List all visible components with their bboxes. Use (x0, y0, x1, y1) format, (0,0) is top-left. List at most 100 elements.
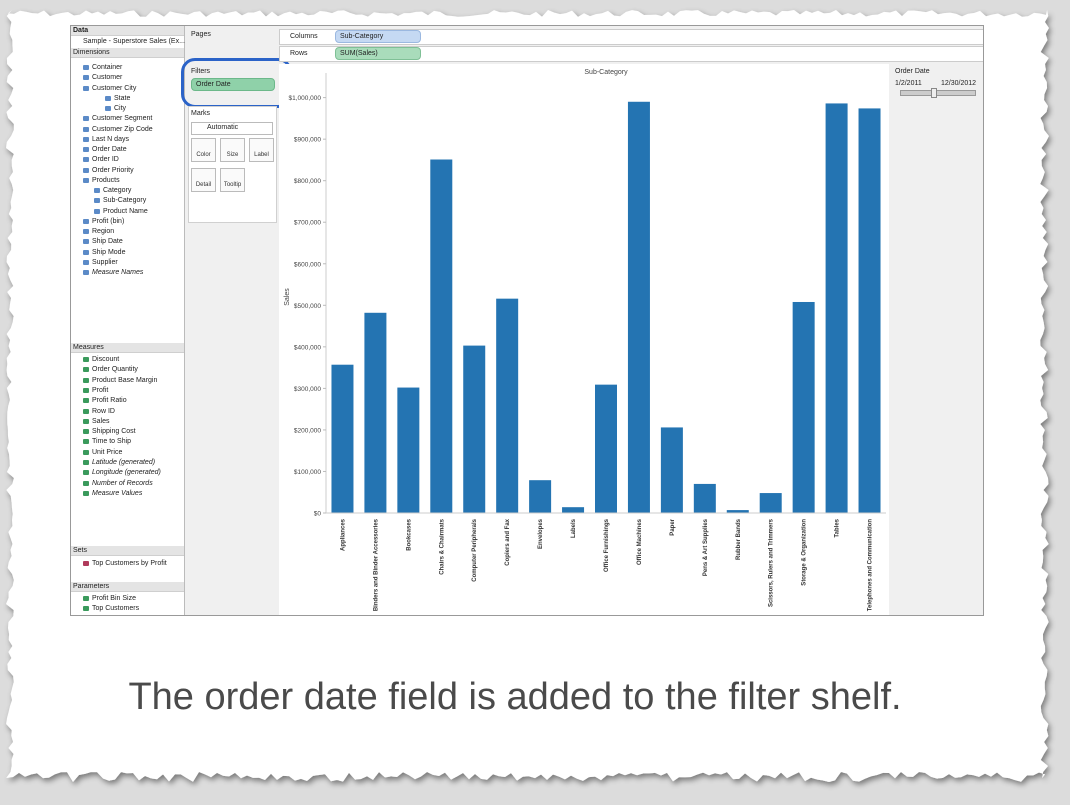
field-icon (105, 95, 111, 101)
y-axis-label: Sales (284, 288, 291, 306)
mark-type-dropdown[interactable] (191, 122, 273, 135)
tableau-window: Data Sample - Superstore Sales (Ex... Di… (70, 25, 984, 616)
y-tick-label: $300,000 (294, 386, 321, 393)
field-icon (83, 429, 89, 435)
field-item[interactable]: Top Customers by Profit (92, 560, 167, 567)
field-item[interactable]: Measure Values (92, 489, 143, 497)
field-item[interactable]: Number of Records (92, 479, 153, 487)
field-item[interactable]: Sales (92, 417, 110, 425)
field-icon (83, 85, 89, 91)
field-icon (83, 270, 89, 275)
field-item[interactable]: Products (92, 176, 120, 184)
field-icon (105, 106, 111, 111)
x-tick-label: Storage & Organization (802, 519, 808, 586)
field-icon (83, 596, 89, 601)
mark-button[interactable]: Label (249, 138, 274, 162)
mark-button[interactable]: Detail (191, 168, 216, 192)
bar (463, 345, 486, 513)
bar (726, 510, 749, 513)
chart: Sub-Category Sales $0 $100,000 $200,000 $300,… (279, 64, 889, 615)
field-item[interactable]: Sub-Category (103, 197, 147, 205)
field-item[interactable]: Order Quantity (92, 366, 138, 374)
y-tick-label: $700,000 (294, 220, 321, 227)
field-item[interactable]: Customer (92, 74, 123, 82)
x-tick-label: Envelopes (538, 518, 544, 549)
field-item[interactable]: Customer City (92, 84, 137, 92)
field-item[interactable]: Shipping Cost (92, 428, 136, 436)
x-tick-label: Chairs & Chairmats (439, 518, 445, 574)
field-item[interactable]: Customer Segment (92, 115, 153, 123)
sets-title: Sets (73, 547, 88, 554)
field-item[interactable]: Ship Mode (92, 248, 126, 256)
field-item[interactable]: Latitude (generated) (92, 459, 156, 466)
mark-button[interactable]: Tooltip (220, 168, 245, 192)
x-tick-label: Copiers and Fax (505, 518, 511, 565)
field-item[interactable]: Order Priority (92, 166, 134, 174)
columns-pill[interactable]: Sub-Category (335, 30, 421, 43)
field-item[interactable]: Discount (92, 356, 120, 363)
field-icon (83, 418, 89, 424)
filters-label: Filters (191, 68, 211, 75)
field-item[interactable]: Row ID (92, 407, 115, 415)
bar (858, 108, 881, 513)
field-item[interactable]: Profit (92, 386, 109, 394)
x-tick-label: Binders and Binder Accessories (373, 518, 379, 611)
x-tick-label: Office Furnishings (604, 518, 610, 572)
mark-button[interactable]: Size (220, 138, 245, 162)
field-item[interactable]: Order Date (92, 146, 127, 153)
bar (627, 101, 650, 513)
bar (331, 364, 354, 513)
field-item[interactable]: Ship Date (92, 238, 123, 246)
field-item[interactable]: Longitude (generated) (92, 469, 161, 477)
filter-pill[interactable]: Order Date (191, 78, 275, 91)
field-icon (83, 126, 89, 132)
field-item[interactable]: Measure Names (92, 269, 144, 276)
field-icon (94, 198, 100, 204)
slider-handle[interactable] (931, 88, 937, 98)
field-icon (83, 408, 89, 414)
field-icon (83, 606, 89, 611)
field-item[interactable]: Profit Ratio (92, 397, 127, 405)
field-icon (83, 398, 89, 404)
field-icon (83, 470, 89, 476)
x-tick-label: Rubber Bands (736, 518, 742, 560)
field-item[interactable]: Last N days (92, 135, 129, 143)
field-item[interactable]: Unit Price (92, 448, 123, 456)
field-item[interactable]: Product Name (103, 207, 148, 215)
field-item[interactable]: Time to Ship (92, 438, 132, 446)
field-item[interactable]: Profit (bin) (92, 217, 125, 225)
bar (693, 483, 716, 513)
x-tick-label: Appliances (340, 518, 346, 551)
field-icon (83, 157, 89, 163)
field-item[interactable]: Region (92, 228, 115, 235)
y-tick-label: $0 (314, 511, 322, 518)
field-item[interactable]: Profit Bin Size (92, 595, 136, 602)
field-icon (83, 449, 89, 455)
field-icon (83, 167, 89, 173)
field-item[interactable]: Order ID (92, 156, 119, 164)
y-tick-label: $600,000 (294, 261, 321, 268)
field-icon (83, 136, 89, 142)
bar (660, 427, 683, 513)
field-item[interactable]: Top Customers (92, 605, 140, 612)
mark-button[interactable]: Color (191, 138, 216, 162)
field-icon (83, 561, 89, 566)
y-tick-label: $900,000 (294, 137, 321, 144)
field-item[interactable]: Product Base Margin (92, 376, 158, 384)
field-item[interactable]: Supplier (92, 258, 118, 266)
bar (529, 480, 552, 513)
field-item[interactable]: Customer Zip Code (92, 125, 153, 133)
field-item[interactable]: Container (92, 64, 123, 71)
field-item[interactable]: City (114, 105, 127, 112)
date-slider[interactable] (900, 90, 976, 96)
filter-end: 12/30/2012 (941, 80, 977, 87)
field-item[interactable]: Category (103, 187, 132, 194)
bar (792, 301, 815, 513)
field-icon (83, 460, 89, 465)
rows-pill[interactable]: SUM(Sales) (335, 47, 421, 60)
data-source[interactable]: Sample - Superstore Sales (Ex... (83, 38, 185, 45)
rows-shelf (279, 46, 983, 62)
field-item[interactable]: State (114, 94, 131, 102)
field-icon (94, 188, 100, 193)
